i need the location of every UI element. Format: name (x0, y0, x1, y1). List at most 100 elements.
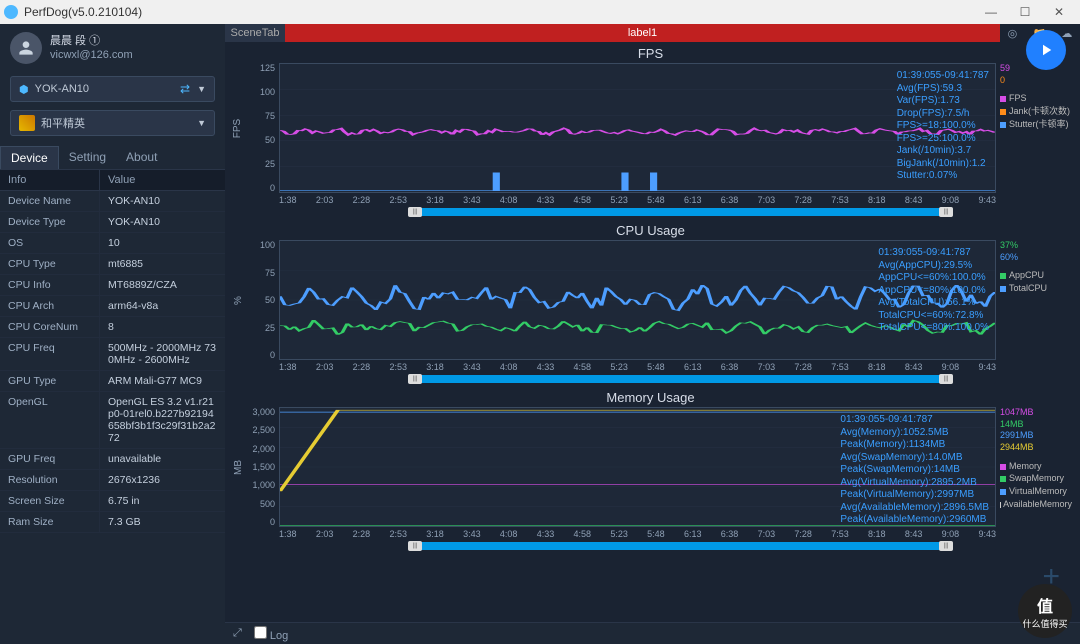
app-sel-label: 和平精英 (41, 115, 85, 131)
avatar-icon (10, 32, 42, 64)
fps-xticks: 1:382:032:282:533:183:434:084:334:585:23… (279, 195, 996, 205)
user-block: 晨晨 段 ① vicwxl@126.com (0, 24, 225, 72)
info-val: unavailable (100, 449, 225, 469)
mem-chart: Memory Usage MB 3,0002,5002,0001,5001,00… (229, 390, 1072, 551)
cpu-title: CPU Usage (229, 223, 1072, 238)
fps-chart: FPS FPS 1251007550250 01:39:055-09:41:78… (229, 46, 1072, 217)
target-icon[interactable]: ◎ (1008, 27, 1018, 40)
info-val: YOK-AN10 (100, 191, 225, 211)
info-key: Ram Size (0, 512, 100, 532)
info-key: OS (0, 233, 100, 253)
info-key: CPU Info (0, 275, 100, 295)
info-row: OS10 (0, 233, 225, 254)
device-info-list: Device NameYOK-AN10Device TypeYOK-AN10OS… (0, 191, 225, 644)
device-sel-label: YOK-AN10 (35, 83, 89, 95)
link-icon[interactable]: ⇄ (180, 82, 190, 96)
bottom-bar: ⤢ Log (225, 622, 1080, 644)
info-key: GPU Type (0, 371, 100, 391)
info-row: OpenGLOpenGL ES 3.2 v1.r21p0-01rel0.b227… (0, 392, 225, 449)
info-row: CPU Freq500MHz - 2000MHz 730MHz - 2600MH… (0, 338, 225, 371)
mem-scrollbar[interactable]: |||||| (279, 541, 996, 551)
watermark: 值什么值得买 (1018, 584, 1072, 638)
mem-ylabel: MB (233, 460, 244, 475)
info-row: GPU Frequnavailable (0, 449, 225, 470)
info-key: OpenGL (0, 392, 100, 448)
info-val: 8 (100, 317, 225, 337)
fps-ylabel: FPS (233, 118, 244, 137)
cloud-icon[interactable]: ☁ (1061, 27, 1072, 40)
sidebar: 晨晨 段 ① vicwxl@126.com ⬢ YOK-AN10 ⇄ ▼ 和平精… (0, 24, 225, 644)
log-checkbox[interactable]: Log (254, 626, 288, 642)
scene-tab[interactable]: SceneTab (225, 24, 285, 42)
info-key: Device Name (0, 191, 100, 211)
charts-container: FPS FPS 1251007550250 01:39:055-09:41:78… (225, 42, 1080, 622)
cpu-scrollbar[interactable]: |||||| (279, 374, 996, 384)
titlebar: PerfDog(v5.0.210104) — ☐ ✕ (0, 0, 1080, 24)
maximize-button[interactable]: ☐ (1008, 0, 1042, 24)
app-logo-icon (4, 5, 18, 19)
chevron-down-icon: ▼ (197, 84, 206, 94)
cpu-xticks: 1:382:032:282:533:183:434:084:334:585:23… (279, 362, 996, 372)
cpu-ylabel: % (233, 296, 244, 305)
app-selector[interactable]: 和平精英 ▼ (10, 110, 215, 136)
fps-scrollbar[interactable]: |||||| (279, 207, 996, 217)
info-key: CPU Freq (0, 338, 100, 370)
expand-icon[interactable]: ⤢ (233, 627, 242, 640)
mem-plot[interactable]: 01:39:055-09:41:787Avg(Memory):1052.5MBP… (279, 407, 996, 527)
info-row: GPU TypeARM Mali-G77 MC9 (0, 371, 225, 392)
info-val: OpenGL ES 3.2 v1.r21p0-01rel0.b227b92194… (100, 392, 225, 448)
info-row: Device NameYOK-AN10 (0, 191, 225, 212)
info-row: Device TypeYOK-AN10 (0, 212, 225, 233)
info-row: Resolution2676x1236 (0, 470, 225, 491)
info-header: Info Value (0, 170, 225, 191)
cpu-yticks: 1007550250 (247, 240, 279, 360)
info-key: CPU Type (0, 254, 100, 274)
close-button[interactable]: ✕ (1042, 0, 1076, 24)
info-val: 10 (100, 233, 225, 253)
info-row: CPU CoreNum8 (0, 317, 225, 338)
tab-device[interactable]: Device (0, 146, 59, 169)
info-key: Device Type (0, 212, 100, 232)
tab-about[interactable]: About (116, 146, 167, 169)
info-key: CPU CoreNum (0, 317, 100, 337)
info-val: MT6889Z/CZA (100, 275, 225, 295)
info-row: Ram Size7.3 GB (0, 512, 225, 533)
play-button[interactable] (1026, 30, 1066, 70)
info-val: YOK-AN10 (100, 212, 225, 232)
user-email: vicwxl@126.com (50, 48, 133, 62)
main-panel: SceneTab label1 ◎ 📁 ☁ FPS FPS 1251007550… (225, 24, 1080, 644)
sidebar-tabs: Device Setting About (0, 146, 225, 170)
chevron-down-icon: ▼ (197, 118, 206, 128)
info-val: ARM Mali-G77 MC9 (100, 371, 225, 391)
cpu-chart: CPU Usage % 1007550250 01:39:055-09:41:7… (229, 223, 1072, 384)
info-val: 2676x1236 (100, 470, 225, 490)
info-val: 6.75 in (100, 491, 225, 511)
info-header-val: Value (100, 170, 143, 190)
info-val: arm64-v8a (100, 296, 225, 316)
device-selector[interactable]: ⬢ YOK-AN10 ⇄ ▼ (10, 76, 215, 102)
info-key: Resolution (0, 470, 100, 490)
scene-label[interactable]: label1 (285, 24, 1000, 42)
window-title: PerfDog(v5.0.210104) (24, 5, 142, 19)
info-row: Screen Size6.75 in (0, 491, 225, 512)
info-val: 500MHz - 2000MHz 730MHz - 2600MHz (100, 338, 225, 370)
app-icon (19, 115, 35, 131)
mem-legend: 1047MB14MB2991MB2944MBMemorySwapMemoryVi… (996, 407, 1072, 527)
info-val: mt6885 (100, 254, 225, 274)
minimize-button[interactable]: — (974, 0, 1008, 24)
mem-title: Memory Usage (229, 390, 1072, 405)
scene-bar: SceneTab label1 ◎ 📁 ☁ (225, 24, 1080, 42)
user-name: 晨晨 段 ① (50, 34, 133, 48)
info-key: Screen Size (0, 491, 100, 511)
cpu-plot[interactable]: 01:39:055-09:41:787Avg(AppCPU):29.5%AppC… (279, 240, 996, 360)
info-key: CPU Arch (0, 296, 100, 316)
info-row: CPU Archarm64-v8a (0, 296, 225, 317)
fps-plot[interactable]: 01:39:055-09:41:787Avg(FPS):59.3Var(FPS)… (279, 63, 996, 193)
cpu-legend: 37%60%AppCPUTotalCPU (996, 240, 1072, 360)
info-row: CPU InfoMT6889Z/CZA (0, 275, 225, 296)
mem-yticks: 3,0002,5002,0001,5001,0005000 (247, 407, 279, 527)
info-row: CPU Typemt6885 (0, 254, 225, 275)
fps-yticks: 1251007550250 (247, 63, 279, 193)
info-key: GPU Freq (0, 449, 100, 469)
tab-setting[interactable]: Setting (59, 146, 116, 169)
